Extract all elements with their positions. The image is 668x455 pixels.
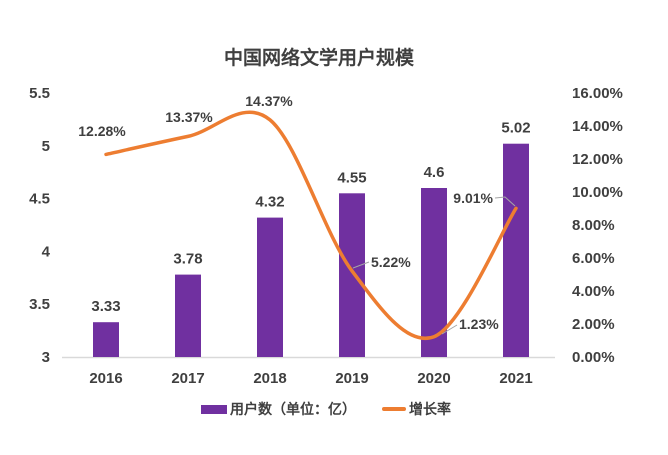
leader-line — [352, 261, 370, 269]
y-axis-right-tick: 2.00% — [572, 316, 615, 333]
y-axis-left-tick: 3.5 — [29, 296, 50, 313]
y-axis-right-tick: 6.00% — [572, 250, 615, 267]
x-axis-label: 2016 — [89, 370, 122, 387]
line-value-label: 9.01% — [453, 190, 493, 206]
chart-title: 中国网络文学用户规模 — [223, 48, 414, 69]
bar-value-label: 5.02 — [501, 120, 530, 137]
line-value-label: 14.37% — [245, 93, 293, 109]
y-axis-right-tick: 8.00% — [572, 217, 615, 234]
legend-label: 增长率 — [409, 401, 451, 417]
y-axis-left-tick: 3 — [42, 349, 50, 366]
y-axis-left-tick: 4.5 — [29, 191, 50, 208]
bar-value-label: 4.6 — [424, 164, 445, 181]
y-axis-right-tick: 16.00% — [572, 85, 623, 102]
bar-2021 — [503, 143, 529, 357]
y-axis-left-tick: 5 — [42, 138, 50, 155]
line-value-label: 1.23% — [459, 316, 499, 332]
growth-rate-line — [104, 110, 518, 341]
x-axis-label: 2018 — [253, 370, 286, 387]
legend-line-swatch — [382, 407, 406, 411]
legend-bar-swatch — [201, 404, 227, 414]
x-axis-label: 2017 — [171, 370, 204, 387]
bar-value-label: 3.33 — [91, 298, 120, 315]
bar-value-label: 4.55 — [337, 169, 366, 186]
leader-line — [494, 196, 516, 207]
y-axis-right-tick: 4.00% — [572, 283, 615, 300]
y-axis-right-tick: 0.00% — [572, 349, 615, 366]
line-value-label: 13.37% — [165, 109, 213, 125]
x-axis-label: 2021 — [499, 370, 532, 387]
bar-value-label: 3.78 — [173, 251, 202, 268]
leader-line — [441, 324, 458, 335]
legend-label: 用户数（单位：亿） — [230, 401, 356, 417]
chart-legend: 用户数（单位：亿） 增长率 — [0, 399, 652, 419]
bar-value-label: 4.32 — [255, 194, 284, 211]
legend-item-growth: 增长率 — [382, 399, 451, 419]
line-value-label: 12.28% — [78, 123, 126, 139]
bar-2016 — [93, 322, 119, 357]
y-axis-right-tick: 14.00% — [572, 118, 623, 135]
x-axis-label: 2019 — [335, 370, 368, 387]
y-axis-right-tick: 12.00% — [572, 151, 623, 168]
legend-item-users: 用户数（单位：亿） — [201, 399, 356, 419]
y-axis-left-tick: 4 — [42, 243, 51, 260]
bar-2019 — [339, 193, 365, 357]
x-axis-label: 2020 — [417, 370, 450, 387]
bar-2018 — [257, 217, 283, 357]
line-value-label: 5.22% — [371, 254, 411, 270]
y-axis-left-tick: 5.5 — [29, 85, 50, 102]
y-axis-right-tick: 10.00% — [572, 184, 623, 201]
bar-2017 — [175, 274, 201, 357]
